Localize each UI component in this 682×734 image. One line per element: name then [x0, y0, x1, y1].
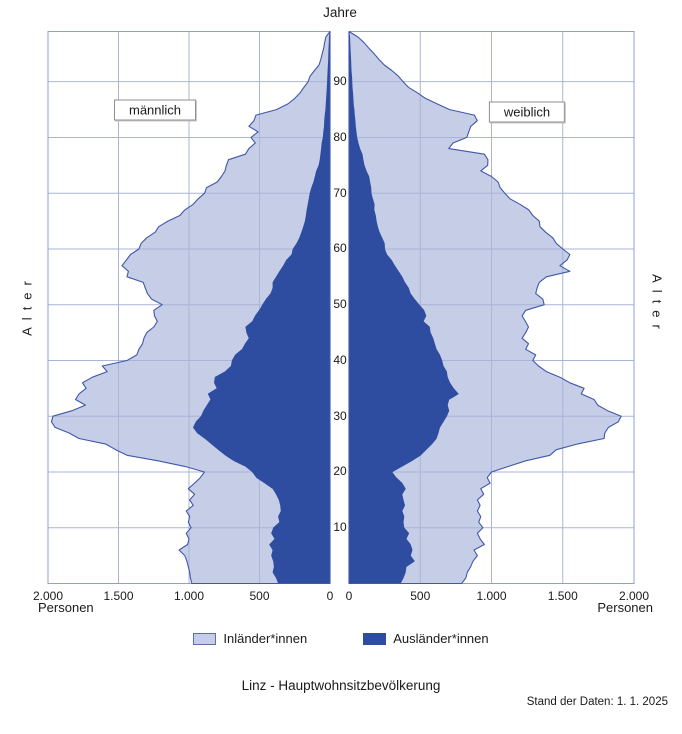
male-panel-label: männlich: [113, 99, 197, 121]
age-axis-unit-label: Jahre: [323, 5, 357, 20]
legend-label-inlaender: Inländer*innen: [223, 631, 308, 646]
x-tick-label-left: 1.500: [103, 589, 134, 603]
age-tick-label: 90: [333, 74, 347, 89]
age-axis-label-right: Alter: [649, 274, 665, 336]
x-axis-label-left: Personen: [38, 600, 94, 615]
data-date-note: Stand der Daten: 1. 1. 2025: [526, 696, 668, 708]
x-tick-label-right: 1.000: [476, 589, 507, 603]
x-axis-label-right: Personen: [597, 600, 653, 615]
age-tick-label: 60: [333, 241, 347, 256]
chart-title: Linz - Hauptwohnsitzbevölkerung: [241, 678, 441, 693]
auslaender-swatch-icon: [363, 632, 387, 645]
pyramid-plot-area: [47, 30, 635, 585]
x-tick-label-right: 500: [410, 589, 431, 603]
x-tick-label-right: 0: [345, 589, 353, 603]
age-tick-label: 50: [333, 297, 347, 312]
male-foreign-area: [192, 31, 331, 584]
male-total-outline: [50, 30, 331, 585]
female-panel-label: weiblich: [488, 101, 566, 123]
age-tick-label: 20: [333, 464, 347, 479]
legend-item-inlaender: Inländer*innen: [193, 631, 307, 646]
age-tick-label: 30: [333, 408, 347, 423]
legend: Inländer*innen Ausländer*innen: [0, 631, 682, 646]
x-tick-label-left: 2.000: [32, 589, 64, 603]
age-axis-label-left: Alter: [19, 274, 35, 336]
x-tick-label-left: 0: [326, 589, 334, 603]
female-total-outline: [348, 30, 622, 585]
female-foreign-area: [348, 31, 459, 584]
age-tick-label: 80: [333, 129, 347, 144]
inlaender-swatch-icon: [193, 632, 217, 645]
age-tick-label: 40: [333, 352, 347, 367]
legend-label-auslaender: Ausländer*innen: [393, 631, 489, 646]
age-tick-label: 70: [333, 185, 347, 200]
x-tick-label-left: 1.000: [173, 589, 205, 603]
legend-item-auslaender: Ausländer*innen: [363, 631, 489, 646]
x-tick-label-left: 500: [249, 589, 270, 603]
age-tick-label: 10: [333, 520, 347, 535]
x-tick-label-right: 1.500: [547, 589, 578, 603]
x-tick-label-right: 2.000: [618, 589, 650, 603]
